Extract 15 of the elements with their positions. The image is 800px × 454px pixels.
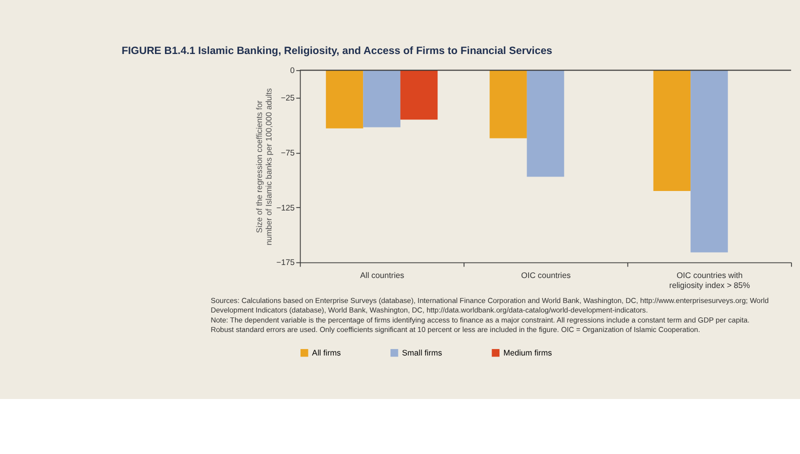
chart-title: FIGURE B1.4.1 Islamic Banking, Religiosity, and Access of Firms to Financial Services	[122, 45, 552, 58]
x-tick-label: OIC countries	[521, 271, 571, 280]
y-tick-label: −175	[276, 258, 296, 268]
legend-label: Small firms	[402, 348, 442, 358]
y-axis-title: Size of the regression coefficients for number of Islamic banks per 100,000 adults	[254, 88, 274, 246]
y-tick-label: −125	[276, 203, 296, 212]
x-tick-label: OIC countries with religiosity index > 85%	[669, 271, 750, 290]
y-tick-label: −75	[280, 148, 296, 158]
x-tick-label: All countries	[360, 271, 404, 280]
text: Note: The dependent variable is the percentage of firms identifying access to finance as a major constraint. All regressions include a constant term and GDP per capita. Robust standard errors are used. Only coefficients significant at 10 percent or less are included in the figure. OIC = Organization of Islamic Cooperation.	[210, 315, 750, 334]
source-note: Sources: Calculations based on Enterprise Surveys (database), International Finance Corporation and World Bank, Washington, DC, http://www.enterprisesurveys.org; World Development Indicators (database), World Bank, Washington, DC, http://data.worldbank.org/data-catalog/world-development-indicators.	[210, 296, 769, 315]
y-tick-label: −25	[280, 94, 296, 102]
legend-label: Medium firms	[503, 348, 552, 358]
legend-label: All firms	[312, 348, 341, 358]
y-tick-label: 0	[290, 66, 296, 76]
